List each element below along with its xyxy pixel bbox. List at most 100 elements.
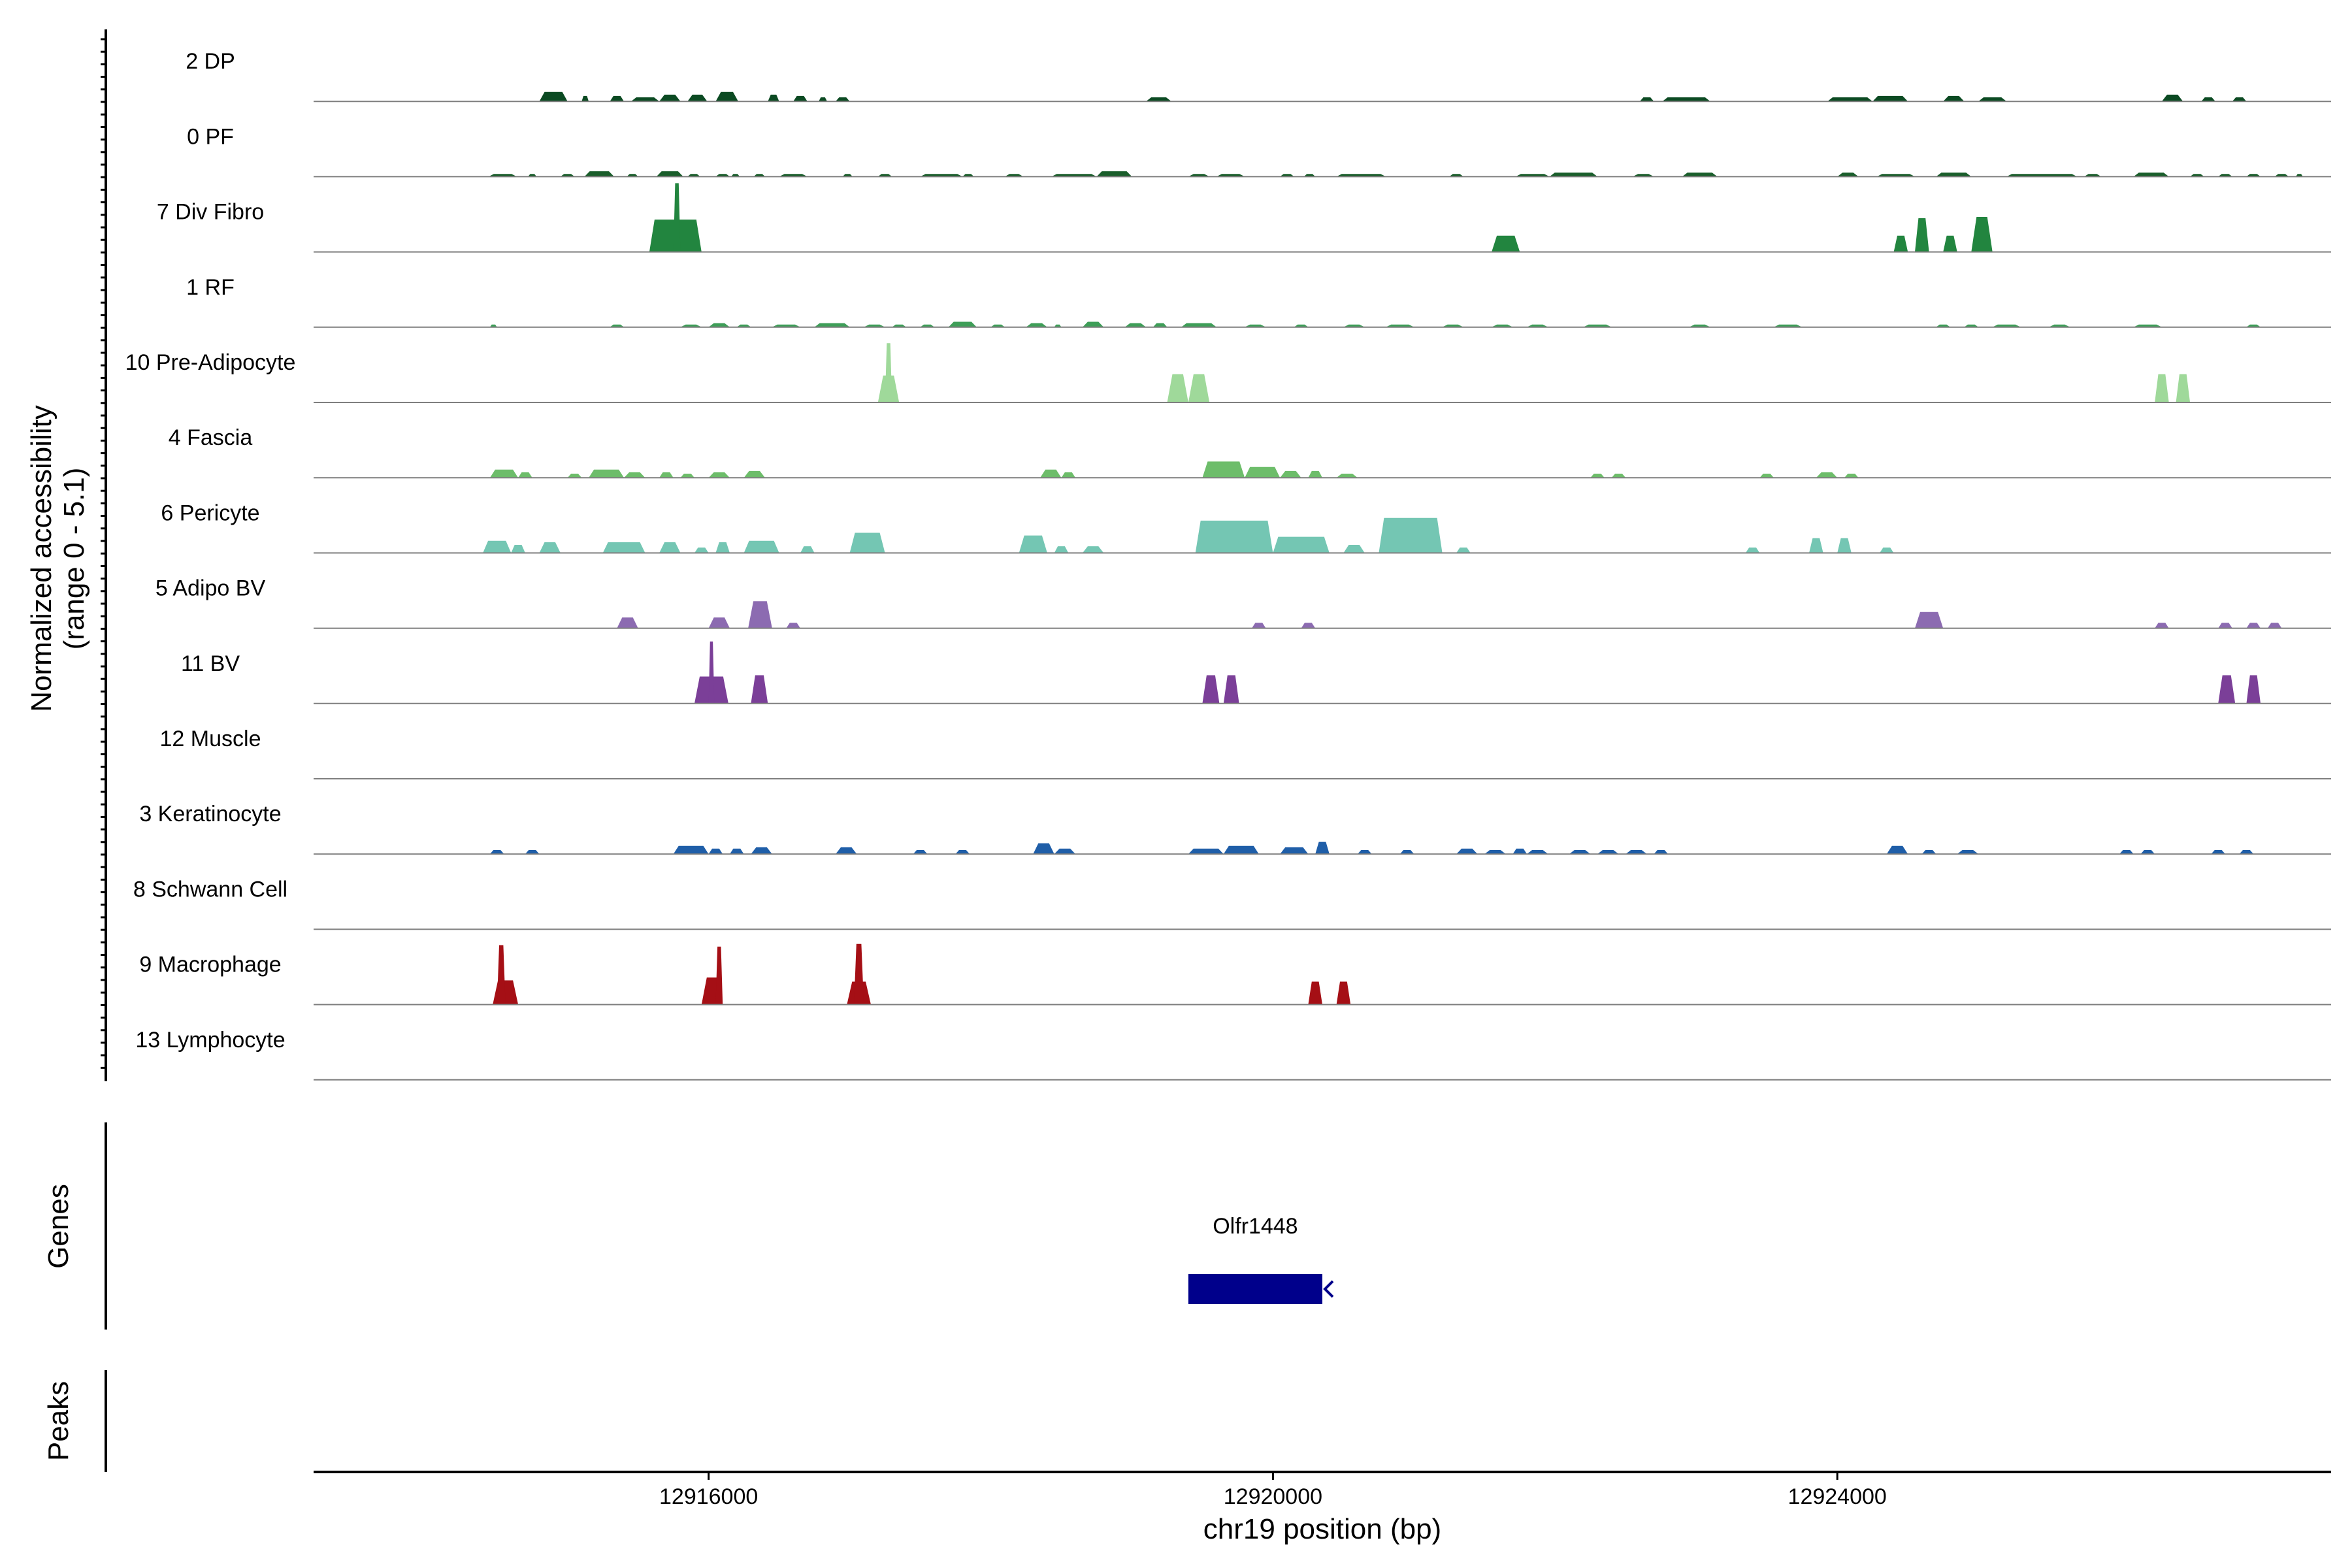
- coverage-peak: [731, 174, 740, 177]
- coverage-peak: [602, 542, 645, 553]
- coverage-peak: [539, 91, 568, 102]
- coverage-peak: [920, 324, 935, 327]
- coverage-peak: [1358, 850, 1372, 855]
- coverage-peak: [955, 850, 970, 855]
- coverage-peak: [1827, 97, 1873, 102]
- track-label: 3 Keratinocyte: [139, 802, 281, 826]
- coverage-peak: [2274, 174, 2289, 177]
- track-5-adipo-bv: 5 Adipo BV: [155, 576, 2331, 629]
- coverage-peak: [673, 845, 709, 855]
- track-label: 1 RF: [186, 275, 235, 300]
- coverage-peak: [2246, 675, 2261, 704]
- track-9-macrophage: 9 Macrophage: [139, 943, 2331, 1005]
- coverage-peak: [1456, 547, 1471, 553]
- coverage-peak: [659, 542, 681, 553]
- coverage-peak: [736, 324, 751, 327]
- coverage-peak: [2176, 374, 2191, 402]
- coverage-peak: [1026, 323, 1047, 327]
- coverage-peak: [659, 94, 681, 102]
- coverage-peak: [800, 546, 815, 553]
- coverage-peak: [673, 183, 681, 252]
- y-axis-label-line1: Normalized accessibility: [25, 405, 57, 711]
- coverage-peak: [1943, 95, 1965, 102]
- track-label: 9 Macrophage: [139, 953, 281, 977]
- coverage-peak: [1611, 474, 1626, 478]
- coverage-peak: [610, 324, 625, 327]
- coverage-peak: [680, 474, 694, 478]
- coverage-peak: [1484, 850, 1506, 855]
- coverage-peak: [1167, 374, 1188, 402]
- coverage-peak: [892, 324, 906, 327]
- coverage-peak: [483, 540, 512, 553]
- track-11-bv: 11 BV: [181, 641, 2331, 704]
- coverage-peak: [1181, 323, 1217, 327]
- coverage-peak: [1399, 850, 1414, 855]
- coverage-peak: [1456, 848, 1478, 855]
- track-6-pericyte: 6 Pericyte: [161, 500, 2331, 554]
- coverage-peak: [1915, 612, 1944, 629]
- coverage-peak: [1527, 324, 1548, 327]
- coverage-peak: [1662, 97, 1710, 102]
- genes-label: Genes: [42, 1184, 74, 1269]
- coverage-peak: [743, 540, 779, 553]
- coverage-peak: [1971, 217, 1993, 252]
- coverage-peak: [836, 97, 850, 102]
- coverage-peak: [1188, 174, 1210, 177]
- coverage-peak: [1336, 981, 1351, 1005]
- coverage-peak: [1583, 324, 1612, 327]
- coverage-peak: [2084, 174, 2101, 177]
- coverage-peak: [1294, 324, 1309, 327]
- coverage-peak: [617, 617, 638, 629]
- coverage-peak: [1188, 374, 1210, 402]
- coverage-peak: [2218, 174, 2232, 177]
- coverage-peak: [1515, 174, 1550, 177]
- coverage-peak: [1336, 174, 1386, 177]
- coverage-peak: [1978, 97, 2007, 102]
- coverage-peak: [1301, 623, 1316, 629]
- coverage-peak: [2190, 174, 2204, 177]
- coverage-peak: [539, 542, 561, 553]
- coverage-peak: [1633, 174, 1654, 177]
- coverage-peak: [1625, 850, 1647, 855]
- coverage-peak: [1336, 474, 1358, 478]
- coverage-peak: [1386, 324, 1414, 327]
- coverage-peak: [814, 323, 850, 327]
- coverage-peak: [751, 847, 772, 855]
- coverage-peak: [849, 532, 885, 553]
- coverage-peak: [1759, 474, 1774, 478]
- peaks-label: Peaks: [42, 1381, 74, 1461]
- coverage-peak: [1844, 474, 1859, 478]
- coverage-peak: [793, 95, 808, 102]
- coverage-peak: [1273, 536, 1330, 553]
- coverage-peak: [1992, 324, 2021, 327]
- track-label: 5 Adipo BV: [155, 576, 266, 601]
- x-axis-label: chr19 position (bp): [1203, 1513, 1441, 1545]
- track-label: 10 Pre-Adipocyte: [125, 350, 296, 375]
- coverage-peak: [1188, 848, 1224, 855]
- coverage-peak: [2246, 174, 2261, 177]
- coverage-peak: [1005, 174, 1024, 177]
- coverage-peak: [1837, 172, 1859, 177]
- coverage-peak: [497, 945, 506, 1005]
- coverage-peak: [1512, 848, 1527, 855]
- coverage-peak: [1054, 324, 1062, 327]
- coverage-peak: [1936, 324, 1950, 327]
- coverage-peak: [1880, 547, 1894, 553]
- coverage-peak: [1449, 174, 1463, 177]
- coverage-peak: [525, 850, 540, 855]
- track-7-div-fibro: 7 Div Fibro: [157, 183, 2331, 253]
- coverage-peak: [1343, 324, 1365, 327]
- coverage-peak: [708, 472, 730, 478]
- coverage-peak: [819, 97, 827, 102]
- coverage-peak: [528, 174, 537, 177]
- coverage-peak: [2049, 324, 2070, 327]
- coverage-peak: [1893, 235, 1908, 252]
- coverage-peak: [1915, 218, 1929, 252]
- coverage-peak: [1639, 97, 1654, 102]
- coverage-peak: [864, 324, 885, 327]
- coverage-peak: [913, 850, 928, 855]
- coverage-peak: [1936, 172, 1972, 177]
- coverage-peak: [2140, 850, 2155, 855]
- coverage-peak: [489, 850, 504, 855]
